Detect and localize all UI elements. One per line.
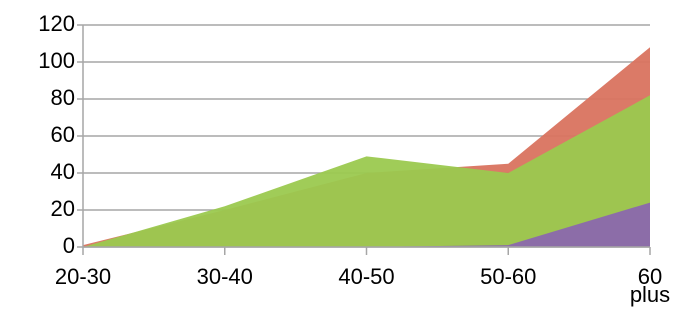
y-tick-label: 60 <box>51 122 75 147</box>
y-tick-label: 0 <box>63 233 75 258</box>
x-tick-label: 20-30 <box>54 264 112 289</box>
area <box>83 95 650 247</box>
y-tick-label: 80 <box>51 85 75 110</box>
x-tick-label: 50-60 <box>480 264 537 289</box>
x-tick-label: 30-40 <box>196 264 253 289</box>
y-tick-label: 40 <box>51 159 75 184</box>
y-tick-label: 120 <box>38 11 75 36</box>
x-tick-label: 60 plus <box>629 264 671 307</box>
y-tick-label: 20 <box>51 196 75 221</box>
area <box>83 202 650 247</box>
y-tick-label: 100 <box>38 48 75 73</box>
x-tick-label: 40-50 <box>338 264 395 289</box>
